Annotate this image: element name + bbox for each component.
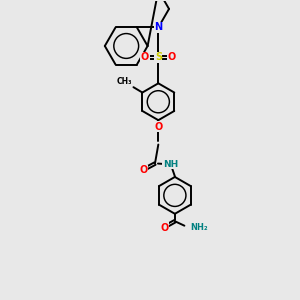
Text: O: O [168, 52, 176, 62]
Text: N: N [154, 22, 162, 32]
Text: NH₂: NH₂ [190, 223, 208, 232]
Text: CH₃: CH₃ [116, 77, 132, 86]
Text: O: O [140, 165, 148, 175]
Text: O: O [141, 52, 149, 62]
Text: NH: NH [163, 160, 178, 169]
Text: S: S [155, 52, 162, 62]
Text: O: O [160, 223, 169, 233]
Text: O: O [154, 122, 162, 132]
